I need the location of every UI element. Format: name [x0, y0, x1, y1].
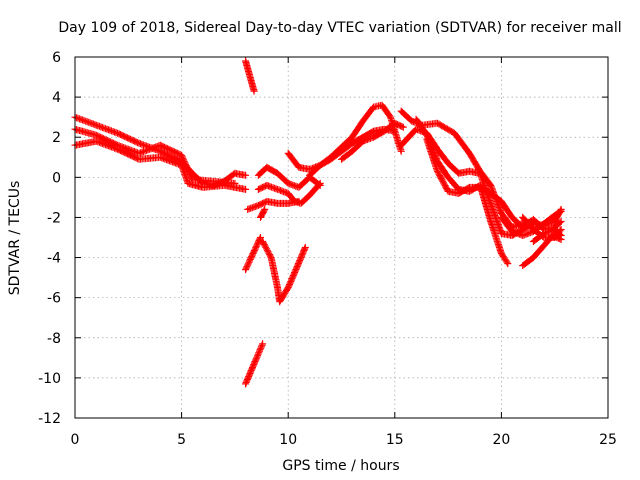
x-tick-label: 15 [386, 432, 404, 448]
chart-title: Day 109 of 2018, Sidereal Day-to-day VTE… [58, 20, 621, 36]
grid-layer [75, 57, 608, 418]
data-point-markers [242, 57, 258, 95]
data-point-markers [519, 213, 565, 241]
y-tick-label: 0 [52, 170, 61, 186]
y-tick-label: -8 [47, 331, 61, 347]
series-track-22 [519, 213, 565, 241]
series-track-10 [259, 238, 309, 306]
y-tick-label: -6 [47, 291, 61, 307]
data-point-markers [423, 135, 565, 233]
data-point-markers [257, 205, 269, 221]
series-track-13 [306, 101, 405, 179]
y-tick-label: -4 [47, 251, 61, 267]
series-track-7 [257, 205, 269, 221]
plot-frame [74, 56, 609, 419]
series-track-4 [242, 57, 258, 95]
y-tick-label: 2 [52, 130, 61, 146]
y-tick-label: -12 [38, 411, 61, 427]
series-track-18 [423, 135, 565, 233]
y-axis-label: SDTVAR / TECUs [7, 181, 23, 296]
x-tick-label: 10 [279, 432, 297, 448]
data-point-markers [306, 101, 405, 179]
series-track-14 [338, 119, 407, 163]
data-layer [71, 57, 565, 388]
series-track-11 [254, 163, 324, 191]
y-tick-label: 4 [52, 90, 61, 106]
y-tick-label: -2 [47, 210, 61, 226]
data-point-markers [338, 119, 407, 163]
x-tick-label: 5 [177, 432, 186, 448]
data-point-markers [242, 340, 267, 388]
x-tick-label: 25 [599, 432, 617, 448]
series-track-6 [242, 340, 267, 388]
data-point-markers [254, 163, 324, 191]
data-point-markers [254, 179, 324, 207]
data-point-markers [242, 234, 264, 274]
series-track-9 [254, 179, 324, 207]
data-point-markers [259, 238, 309, 306]
y-tick-label: -10 [38, 371, 61, 387]
y-tick-label: 6 [52, 50, 61, 66]
x-tick-label: 20 [492, 432, 510, 448]
series-track-5 [242, 234, 264, 274]
x-tick-label: 0 [71, 432, 80, 448]
x-axis-label: GPS time / hours [282, 458, 399, 474]
ticks-layer: 0 5 10 15 20 25 -12 -10 -8 -6 -4 -2 0 2 4 6 [38, 50, 617, 448]
